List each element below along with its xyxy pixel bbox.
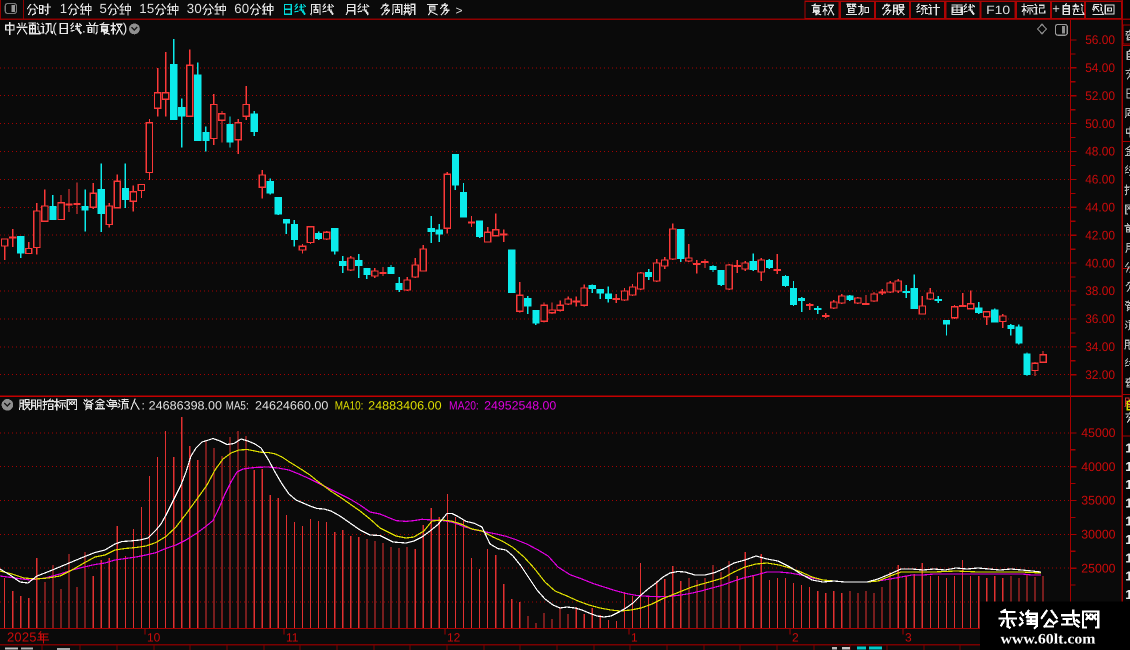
svg-text:34.00: 34.00 bbox=[1085, 340, 1115, 354]
svg-text:1: 1 bbox=[1125, 550, 1130, 565]
svg-text:6: 6 bbox=[234, 1, 241, 16]
svg-text:40000: 40000 bbox=[1081, 460, 1115, 474]
svg-text:44.00: 44.00 bbox=[1085, 201, 1115, 215]
svg-text:5: 5 bbox=[100, 1, 107, 16]
svg-text:54.00: 54.00 bbox=[1085, 61, 1115, 75]
svg-text:3: 3 bbox=[187, 1, 194, 16]
svg-text:MA10:: MA10: bbox=[335, 398, 364, 412]
svg-text:1: 1 bbox=[1125, 459, 1130, 474]
svg-text:30000: 30000 bbox=[1081, 528, 1115, 542]
svg-text:MA5:: MA5: bbox=[226, 398, 249, 412]
svg-text:32.00: 32.00 bbox=[1085, 368, 1115, 382]
svg-text:35000: 35000 bbox=[1081, 494, 1115, 508]
svg-text:48.00: 48.00 bbox=[1085, 145, 1115, 159]
svg-text:1: 1 bbox=[60, 1, 67, 16]
svg-text:MA20:: MA20: bbox=[449, 398, 479, 412]
svg-text:1: 1 bbox=[1125, 587, 1130, 602]
svg-text:1: 1 bbox=[631, 631, 638, 645]
svg-text:2: 2 bbox=[22, 629, 29, 644]
svg-text:24952548.00: 24952548.00 bbox=[484, 398, 557, 412]
svg-text:): ) bbox=[123, 21, 127, 36]
svg-text:12: 12 bbox=[447, 631, 461, 645]
svg-text:0: 0 bbox=[242, 1, 249, 16]
svg-text:0: 0 bbox=[14, 629, 21, 644]
svg-text:24624660.00: 24624660.00 bbox=[255, 398, 329, 412]
svg-text:5: 5 bbox=[29, 629, 36, 644]
svg-text::: : bbox=[142, 398, 145, 412]
svg-text:(: ( bbox=[52, 21, 57, 36]
svg-text:24883406.00: 24883406.00 bbox=[368, 398, 442, 412]
svg-text:24686398.00: 24686398.00 bbox=[149, 398, 223, 412]
svg-text:3: 3 bbox=[905, 631, 912, 645]
svg-text:10: 10 bbox=[147, 631, 161, 645]
svg-text:38.00: 38.00 bbox=[1085, 284, 1115, 298]
svg-text:1: 1 bbox=[1125, 532, 1130, 547]
svg-text:.: . bbox=[82, 21, 86, 36]
svg-text:0: 0 bbox=[194, 1, 201, 16]
svg-text:5: 5 bbox=[147, 1, 154, 16]
svg-text:1: 1 bbox=[1125, 514, 1130, 529]
svg-text:11: 11 bbox=[286, 631, 299, 645]
svg-text:52.00: 52.00 bbox=[1085, 89, 1115, 103]
svg-text:42.00: 42.00 bbox=[1085, 228, 1115, 242]
svg-text:www.60lt.com: www.60lt.com bbox=[1001, 632, 1096, 648]
svg-text:1: 1 bbox=[1125, 569, 1130, 584]
svg-text:45000: 45000 bbox=[1081, 426, 1115, 440]
svg-text:36.00: 36.00 bbox=[1085, 312, 1115, 326]
svg-text:1: 1 bbox=[1125, 441, 1130, 456]
svg-text:1: 1 bbox=[1125, 495, 1130, 510]
svg-text:2: 2 bbox=[7, 629, 14, 644]
svg-text:1: 1 bbox=[1125, 477, 1130, 492]
svg-text:50.00: 50.00 bbox=[1085, 117, 1115, 131]
svg-text:46.00: 46.00 bbox=[1085, 173, 1115, 187]
svg-text:2: 2 bbox=[792, 631, 799, 645]
svg-text:+: + bbox=[1052, 1, 1060, 16]
svg-text:56.00: 56.00 bbox=[1085, 33, 1115, 47]
svg-text:1: 1 bbox=[139, 1, 146, 16]
svg-text:>: > bbox=[456, 4, 463, 18]
svg-text:F10: F10 bbox=[986, 3, 1010, 17]
svg-text:25000: 25000 bbox=[1081, 561, 1115, 575]
svg-text:40.00: 40.00 bbox=[1085, 256, 1115, 270]
